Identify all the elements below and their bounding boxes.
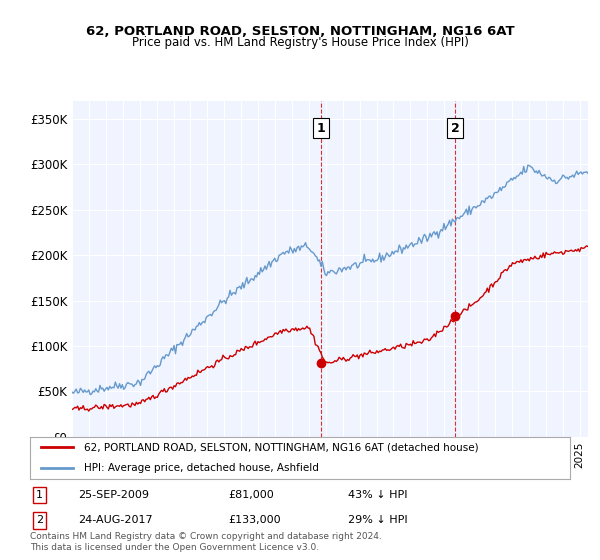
Text: 2: 2 [451,122,460,134]
Text: HPI: Average price, detached house, Ashfield: HPI: Average price, detached house, Ashf… [84,463,319,473]
Text: 1: 1 [36,490,43,500]
Text: 2: 2 [36,515,43,525]
Text: 25-SEP-2009: 25-SEP-2009 [78,490,149,500]
Text: 29% ↓ HPI: 29% ↓ HPI [348,515,407,525]
Text: Contains HM Land Registry data © Crown copyright and database right 2024.
This d: Contains HM Land Registry data © Crown c… [30,532,382,552]
Text: 62, PORTLAND ROAD, SELSTON, NOTTINGHAM, NG16 6AT (detached house): 62, PORTLAND ROAD, SELSTON, NOTTINGHAM, … [84,442,479,452]
Text: 24-AUG-2017: 24-AUG-2017 [78,515,152,525]
Text: 43% ↓ HPI: 43% ↓ HPI [348,490,407,500]
Text: £81,000: £81,000 [228,490,274,500]
Text: 62, PORTLAND ROAD, SELSTON, NOTTINGHAM, NG16 6AT: 62, PORTLAND ROAD, SELSTON, NOTTINGHAM, … [86,25,514,38]
Text: Price paid vs. HM Land Registry's House Price Index (HPI): Price paid vs. HM Land Registry's House … [131,36,469,49]
Text: £133,000: £133,000 [228,515,281,525]
Text: 1: 1 [317,122,326,134]
